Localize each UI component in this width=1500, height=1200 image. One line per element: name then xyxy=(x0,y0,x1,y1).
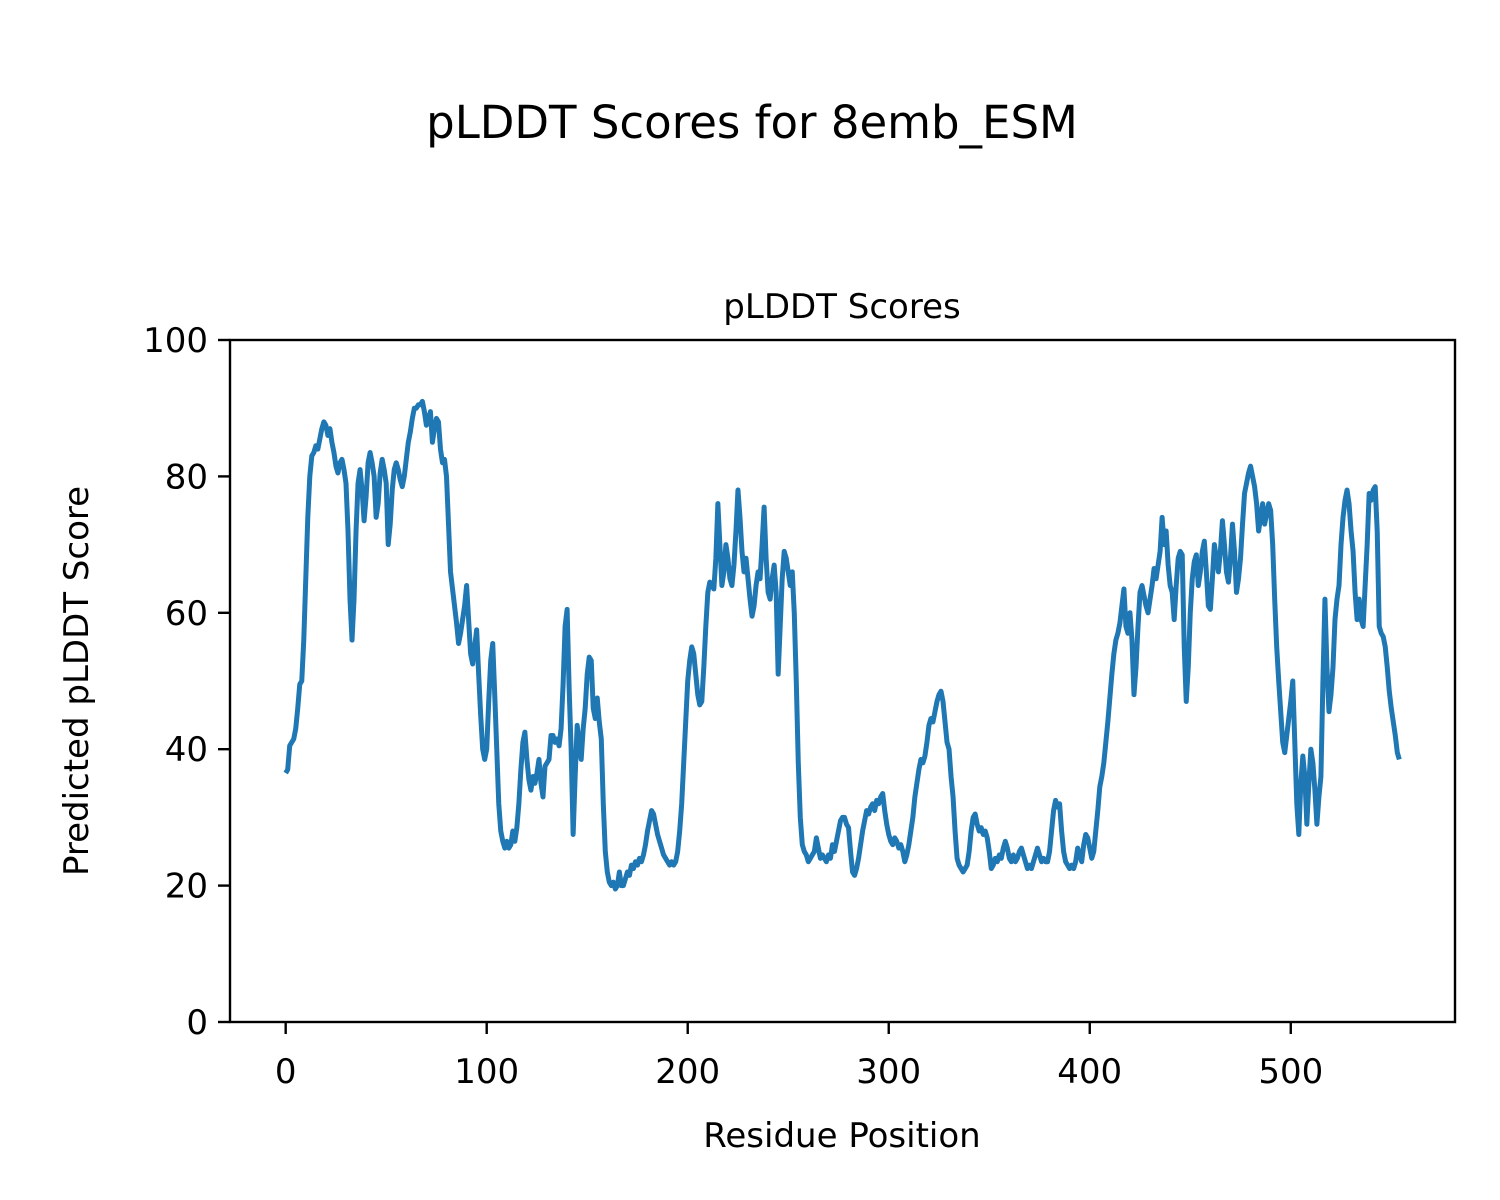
axes-title: pLDDT Scores xyxy=(723,287,960,327)
x-axis-ticks: 0 100 200 300 400 500 xyxy=(275,1022,1323,1092)
x-tick-label: 300 xyxy=(856,1052,921,1092)
x-axis-label: Residue Position xyxy=(703,1116,980,1156)
x-tick-label: 200 xyxy=(655,1052,720,1092)
y-tick-label: 20 xyxy=(165,867,208,907)
y-tick-label: 60 xyxy=(165,594,208,634)
y-tick-label: 80 xyxy=(165,457,208,497)
y-axis-label: Predicted pLDDT Score xyxy=(57,486,97,876)
y-tick-label: 0 xyxy=(186,1003,208,1043)
x-tick-label: 500 xyxy=(1258,1052,1323,1092)
plddt-series-line xyxy=(283,398,1402,892)
y-axis-ticks: 0 20 40 60 80 100 xyxy=(143,321,230,1043)
x-tick-label: 0 xyxy=(275,1052,297,1092)
y-tick-label: 40 xyxy=(165,730,208,770)
plot-area-border xyxy=(228,338,1457,1024)
x-tick-label: 100 xyxy=(454,1052,519,1092)
y-tick-label: 100 xyxy=(143,321,208,361)
x-tick-label: 400 xyxy=(1057,1052,1122,1092)
figure-title: pLDDT Scores for 8emb_ESM xyxy=(426,96,1078,149)
